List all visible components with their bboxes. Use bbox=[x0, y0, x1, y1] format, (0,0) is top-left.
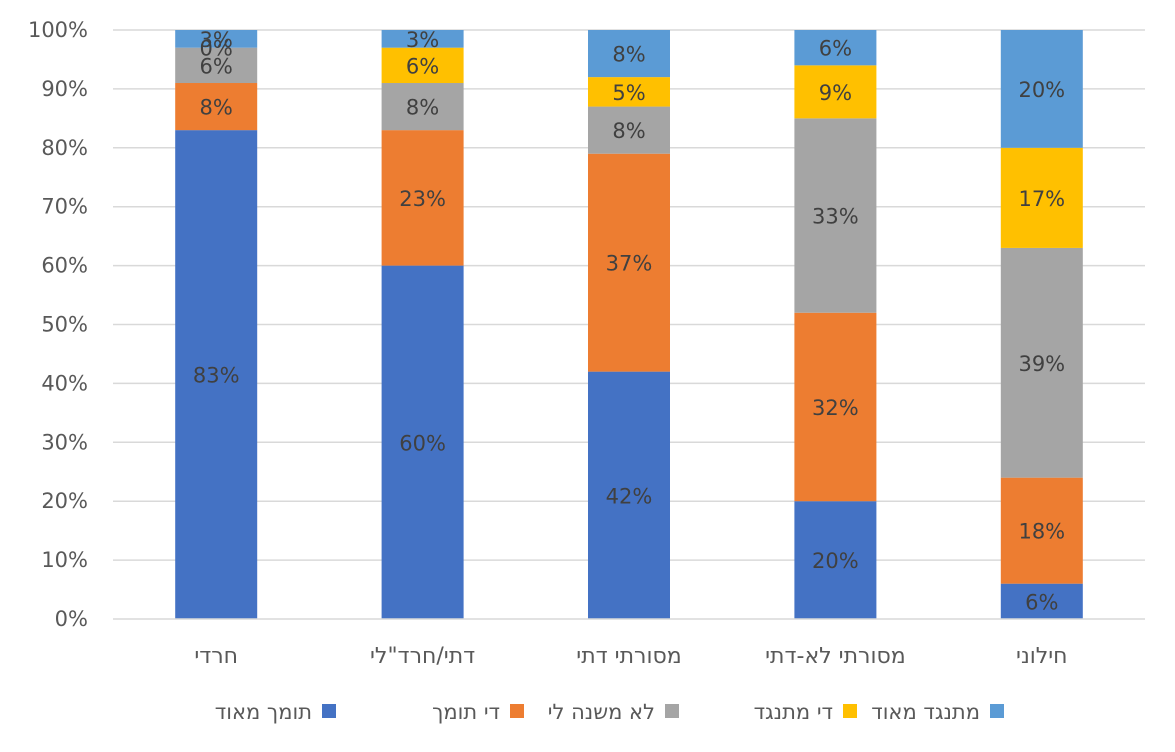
legend-label: מתנגד מאוד bbox=[871, 700, 980, 724]
data-label: 6% bbox=[200, 54, 233, 78]
bar-segment bbox=[588, 153, 670, 372]
data-label: 17% bbox=[1018, 187, 1065, 211]
legend-item: מתנגד מאוד bbox=[871, 700, 1004, 724]
data-label: 3% bbox=[200, 28, 233, 52]
y-tick-label: 60% bbox=[41, 254, 88, 278]
data-label: 37% bbox=[606, 252, 653, 276]
y-tick-label: 50% bbox=[41, 313, 88, 337]
bar-segment bbox=[794, 312, 877, 502]
legend-item: לא משנה לי bbox=[548, 700, 679, 724]
data-label: 18% bbox=[1018, 520, 1065, 544]
bar-segment bbox=[1000, 477, 1083, 584]
bar-segment bbox=[175, 47, 258, 84]
data-label: 6% bbox=[406, 54, 439, 78]
data-label: 32% bbox=[812, 396, 859, 420]
legend: תומך מאוד די תומך לא משנה לי די מתנגד מתנגד … bbox=[215, 700, 1004, 724]
data-label: 42% bbox=[606, 484, 653, 508]
bar-segment bbox=[588, 371, 670, 619]
y-tick-label: 70% bbox=[41, 195, 88, 219]
data-labels: 83%8%6%0%3%60%23%8%6%3%42%37%8%5%8%20%32… bbox=[193, 28, 1065, 614]
y-tick-label: 20% bbox=[41, 489, 88, 513]
y-tick-label: 10% bbox=[41, 548, 88, 572]
data-label: 8% bbox=[612, 119, 645, 143]
legend-item: די תומך bbox=[432, 700, 524, 724]
data-label: 8% bbox=[406, 96, 439, 120]
bar-segment bbox=[588, 30, 670, 78]
bar-segment bbox=[175, 130, 258, 619]
bar-segment bbox=[381, 130, 464, 266]
legend-label: תומך מאוד bbox=[215, 700, 312, 724]
legend-label: די מתנגד bbox=[754, 700, 833, 724]
bar-segment bbox=[381, 83, 464, 131]
x-axis: חרדי דתי/חרד"לי מסורתי דתי מסורתי לא-דתי חיל… bbox=[113, 618, 1145, 669]
data-label: 9% bbox=[819, 81, 852, 105]
category-label: דתי/חרד"לי bbox=[370, 644, 475, 669]
data-label: 83% bbox=[193, 364, 240, 388]
data-label: 20% bbox=[1018, 78, 1065, 102]
bar-segment bbox=[381, 265, 464, 619]
legend-label: די תומך bbox=[432, 700, 500, 724]
bar-segment bbox=[1000, 583, 1083, 619]
y-tick-label: 40% bbox=[41, 371, 88, 395]
bar-segment bbox=[175, 83, 258, 131]
bar-segment bbox=[175, 30, 258, 48]
bar-segment bbox=[588, 106, 670, 154]
data-label: 33% bbox=[812, 205, 859, 229]
bar-segment bbox=[381, 47, 464, 84]
data-label: 6% bbox=[1025, 590, 1058, 614]
bar-segment bbox=[1000, 30, 1083, 148]
category-label: חילוני bbox=[1016, 644, 1068, 669]
data-label: 8% bbox=[200, 96, 233, 120]
bar-segment bbox=[588, 77, 670, 107]
y-tick-label: 90% bbox=[41, 77, 88, 101]
data-label: 0% bbox=[200, 37, 233, 61]
data-label: 39% bbox=[1018, 352, 1065, 376]
legend-item: תומך מאוד bbox=[215, 700, 336, 724]
y-tick-label: 30% bbox=[41, 430, 88, 454]
data-label: 23% bbox=[399, 187, 446, 211]
category-label: מסורתי דתי bbox=[576, 644, 681, 669]
legend-item: די מתנגד bbox=[754, 700, 857, 724]
data-label: 8% bbox=[612, 43, 645, 67]
bar-segment bbox=[1000, 247, 1083, 478]
bar-segment bbox=[794, 65, 877, 119]
category-label: חרדי bbox=[194, 644, 238, 669]
bar-segment bbox=[794, 118, 877, 313]
data-label: 5% bbox=[612, 81, 645, 105]
bar-segment bbox=[1000, 147, 1083, 248]
bar-segment bbox=[794, 30, 877, 66]
bar-segment bbox=[794, 501, 877, 619]
data-label: 6% bbox=[819, 37, 852, 61]
legend-label: לא משנה לי bbox=[548, 700, 655, 724]
legend-swatch bbox=[665, 704, 679, 718]
y-tick-label: 80% bbox=[41, 136, 88, 160]
bars bbox=[175, 30, 1083, 619]
bar-segment bbox=[381, 30, 464, 48]
data-label: 60% bbox=[399, 431, 446, 455]
y-tick-label: 100% bbox=[28, 18, 88, 42]
data-label: 3% bbox=[406, 28, 439, 52]
y-axis: 0% 10% 20% 30% 40% 50% 60% 70% 80% 90% 100% bbox=[28, 18, 88, 631]
data-label: 20% bbox=[812, 549, 859, 573]
y-tick-label: 0% bbox=[55, 607, 88, 631]
category-label: מסורתי לא-דתי bbox=[765, 644, 906, 669]
legend-swatch bbox=[510, 704, 524, 718]
legend-swatch bbox=[843, 704, 857, 718]
legend-swatch bbox=[990, 704, 1004, 718]
legend-swatch bbox=[322, 704, 336, 718]
